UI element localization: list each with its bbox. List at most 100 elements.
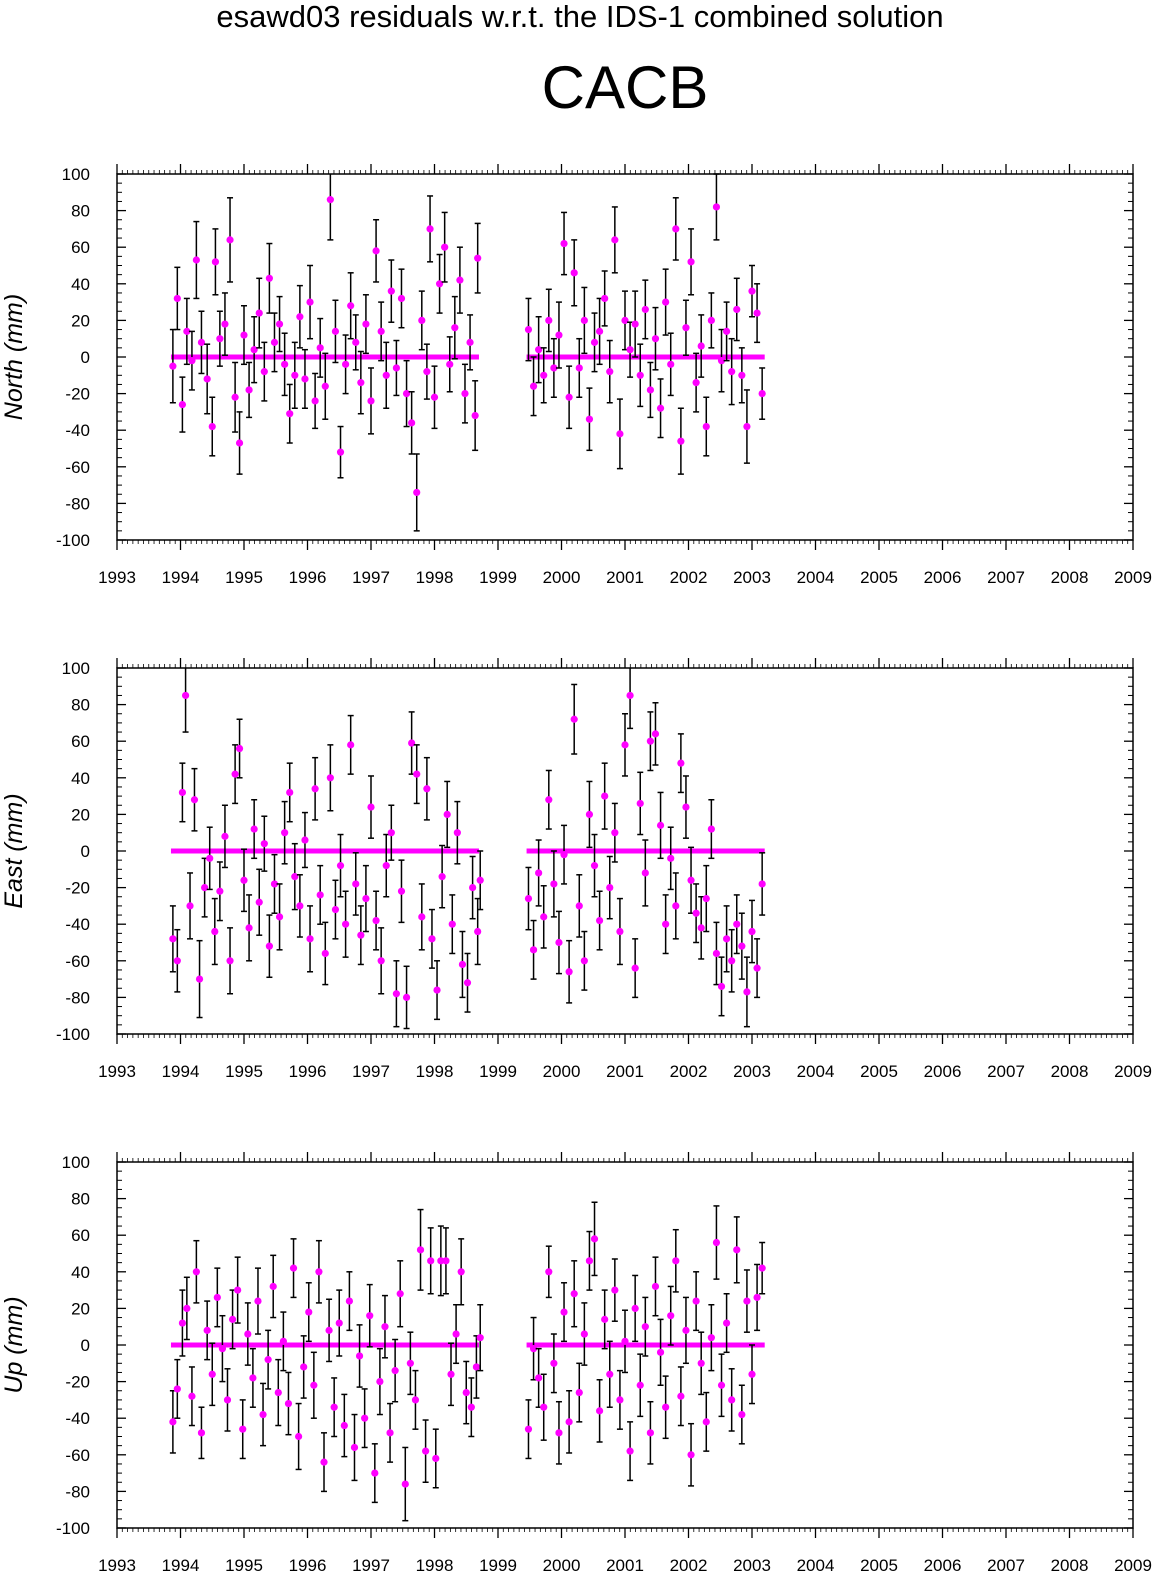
data-point — [476, 1334, 484, 1342]
panel-0: 100 80 60 40 20 0 -20 -40 -60 -80 -100 1993 1994 1995… — [0, 164, 1152, 587]
data-point — [223, 1396, 232, 1404]
data-point — [289, 1264, 298, 1272]
data-point — [535, 1374, 543, 1382]
data-point — [192, 1268, 200, 1276]
data-point — [540, 913, 548, 921]
data-point — [316, 891, 324, 899]
y-tick-label: 100 — [62, 659, 90, 678]
data-point — [435, 280, 444, 288]
data-point — [580, 957, 588, 965]
data-point — [529, 1345, 538, 1353]
data-point — [442, 1257, 450, 1265]
x-tick-label: 1999 — [479, 568, 517, 587]
data-point — [320, 1458, 328, 1466]
data-point — [621, 1337, 629, 1345]
data-point — [347, 302, 355, 310]
data-point — [596, 327, 604, 335]
data-point — [413, 488, 421, 497]
data-point — [743, 1297, 751, 1305]
data-point — [570, 269, 578, 277]
data-point — [656, 821, 665, 829]
data-point — [717, 357, 726, 365]
data-point — [173, 1385, 181, 1393]
data-point — [616, 927, 624, 936]
data-point — [240, 331, 248, 339]
data-point — [758, 880, 766, 888]
data-point — [570, 715, 578, 723]
data-point — [331, 905, 340, 914]
data-point — [366, 1312, 374, 1320]
data-point — [596, 916, 604, 925]
data-point — [707, 1334, 715, 1342]
data-point — [284, 1399, 293, 1408]
y-tick-label: -20 — [65, 385, 90, 404]
data-point — [535, 346, 543, 354]
data-point — [240, 876, 248, 884]
data-point — [474, 254, 482, 262]
x-tick-label: 1998 — [416, 568, 454, 587]
data-point — [208, 422, 216, 431]
data-point — [555, 938, 563, 947]
data-point — [411, 1396, 420, 1404]
data-point — [712, 949, 721, 958]
data-point — [178, 400, 187, 409]
data-point — [626, 346, 634, 354]
data-point — [472, 1363, 481, 1371]
data-point — [418, 913, 426, 921]
data-point — [387, 829, 395, 837]
data-point — [753, 964, 761, 972]
data-point — [402, 993, 411, 1002]
data-point — [697, 924, 705, 932]
x-tick-label: 2006 — [924, 1062, 962, 1081]
x-tick-label: 2008 — [1051, 568, 1089, 587]
data-point — [550, 880, 558, 888]
data-point — [545, 316, 553, 324]
x-tick-label: 2007 — [987, 568, 1025, 587]
data-point — [641, 1323, 649, 1331]
data-point — [357, 379, 365, 387]
x-tick-label: 2002 — [670, 1062, 708, 1081]
data-point — [423, 368, 431, 376]
data-point — [188, 357, 196, 365]
data-point — [203, 375, 211, 383]
data-point — [692, 379, 700, 387]
data-point — [677, 437, 685, 445]
x-tick-label: 1994 — [162, 568, 200, 587]
data-point — [270, 338, 279, 346]
x-tick-label: 2004 — [797, 1062, 835, 1081]
data-point — [423, 785, 431, 793]
y-tick-label: -80 — [65, 988, 90, 1007]
data-point — [570, 1290, 578, 1298]
data-point — [391, 1367, 399, 1375]
data-point — [291, 371, 299, 379]
x-tick-label: 2001 — [606, 1556, 644, 1575]
data-point — [173, 957, 181, 965]
data-point — [466, 338, 474, 346]
data-point — [367, 397, 375, 405]
data-point — [662, 920, 670, 928]
data-point — [197, 1429, 206, 1437]
data-point — [433, 986, 441, 994]
data-point — [641, 305, 649, 314]
x-tick-label: 1995 — [225, 568, 263, 587]
data-point — [529, 946, 538, 954]
data-point — [310, 1381, 318, 1389]
data-point — [397, 294, 406, 303]
data-point — [738, 942, 746, 950]
data-point — [452, 1330, 460, 1338]
data-point — [467, 1403, 475, 1411]
data-point — [631, 320, 639, 328]
data-point — [265, 274, 273, 282]
x-tick-label: 1996 — [289, 1556, 327, 1575]
data-point — [361, 1414, 369, 1422]
data-point — [524, 1425, 533, 1433]
data-point — [555, 331, 563, 339]
data-point — [286, 410, 294, 418]
data-point — [255, 898, 263, 906]
data-point — [656, 1348, 665, 1356]
data-point — [575, 902, 583, 910]
data-point — [651, 1282, 660, 1291]
data-point — [392, 990, 400, 998]
data-point — [340, 1421, 348, 1430]
data-point — [418, 316, 426, 324]
